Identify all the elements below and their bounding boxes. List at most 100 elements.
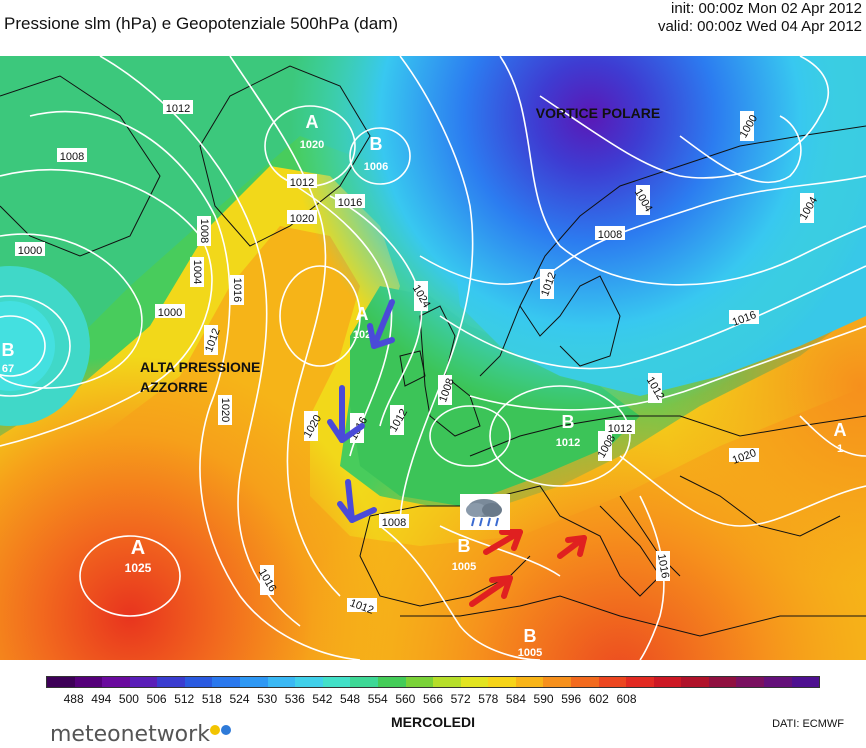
isobar-label: 1008	[437, 375, 457, 405]
isobar-label: 1008	[595, 226, 625, 241]
logo-dots-icon	[210, 722, 232, 740]
isobar-label: 1016	[655, 551, 671, 581]
isobar-label: 1016	[729, 309, 759, 329]
colorbar-tick-label: 548	[340, 692, 361, 706]
svg-text:102: 102	[353, 329, 371, 341]
low-center: B 1006	[364, 134, 388, 173]
isobar-label: 1012	[287, 174, 317, 189]
cold-flow-arrows	[327, 299, 395, 523]
arrow-red-3-icon	[557, 535, 587, 559]
colorbar-swatch	[708, 677, 737, 687]
isobar-label: 1008	[379, 514, 409, 529]
isobar-label: 1012	[163, 100, 193, 115]
colorbar-swatch	[460, 677, 489, 687]
colorbar-tick-label: 566	[422, 692, 444, 706]
colorbar-tick-label: 608	[616, 692, 637, 706]
arrow-blue-2-icon	[327, 385, 365, 443]
svg-text:1016: 1016	[338, 197, 362, 209]
colorbar-swatch	[736, 677, 765, 687]
warm-flow-arrows	[469, 529, 587, 607]
svg-text:1000: 1000	[158, 307, 182, 319]
svg-text:1005: 1005	[518, 647, 542, 659]
colorbar	[46, 676, 820, 688]
brand-logo: meteonetwork	[50, 722, 210, 747]
colorbar-tick-label: 584	[505, 692, 526, 706]
isobar-label: 1012	[605, 420, 635, 435]
svg-text:1: 1	[837, 443, 843, 455]
colorbar-tick-label: 518	[201, 692, 222, 706]
low-center: B 1012	[556, 412, 580, 449]
isobar-label: 1004	[190, 257, 204, 287]
colorbar-tick-label: 590	[533, 692, 554, 706]
isobar-label: 1012	[347, 597, 377, 617]
isobar-label: 1012	[539, 269, 559, 299]
isobar-label: 1008	[57, 148, 87, 163]
svg-text:A: A	[131, 537, 145, 559]
svg-text:1000: 1000	[18, 245, 42, 257]
svg-text:1008: 1008	[598, 229, 622, 241]
svg-text:1012: 1012	[290, 177, 314, 189]
svg-text:1020: 1020	[219, 398, 231, 422]
colorbar-tick-label: 494	[91, 692, 112, 706]
low-center: B 1005	[452, 536, 476, 573]
colorbar-tick-label: 536	[284, 692, 305, 706]
day-label: MERCOLEDI	[391, 714, 475, 730]
svg-text:1012: 1012	[556, 437, 580, 449]
isobar-label: 1000	[155, 304, 185, 319]
colorbar-swatch	[322, 677, 351, 687]
isobar-label: 1016	[230, 275, 244, 305]
init-time: init: 00:00z Mon 02 Apr 2012	[671, 0, 862, 17]
colorbar-tick-label: 596	[561, 692, 582, 706]
colorbar-swatch	[377, 677, 406, 687]
arrow-red-1-icon	[483, 529, 523, 555]
isobar-label: 1016	[335, 194, 365, 209]
colorbar-swatch	[47, 677, 75, 687]
svg-text:1025: 1025	[125, 561, 152, 575]
data-source: DATI: ECMWF	[772, 718, 844, 730]
arrow-red-2-icon	[469, 575, 513, 607]
svg-text:1016: 1016	[231, 278, 243, 302]
low-center: B 67	[2, 340, 15, 375]
colorbar-tick-label: 572	[450, 692, 471, 706]
svg-text:B: B	[524, 626, 537, 646]
colorbar-swatch	[102, 677, 130, 687]
isobar-label: 1008	[197, 216, 211, 246]
chart-title: Pressione slm (hPa) e Geopotenziale 500h…	[4, 14, 399, 33]
svg-text:1020: 1020	[300, 139, 324, 151]
isobar-label: 1020	[218, 395, 232, 425]
colorbar-swatch	[240, 677, 268, 687]
svg-text:A: A	[306, 112, 319, 132]
svg-text:1012: 1012	[608, 423, 632, 435]
colorbar-swatch	[129, 677, 158, 687]
colorbar-tick-label: 602	[588, 692, 609, 706]
isobar-label: 1012	[203, 325, 223, 355]
high-center: A 102	[353, 304, 371, 341]
svg-text:B: B	[370, 134, 383, 154]
colorbar-tick-label: 554	[367, 692, 388, 706]
isobar-label: 1016	[256, 565, 278, 595]
svg-text:1005: 1005	[452, 561, 476, 573]
isobar-label: 1024	[410, 281, 432, 311]
alta-label-line2: AZZORRE	[140, 379, 208, 395]
svg-text:67: 67	[2, 363, 14, 375]
colorbar-swatch	[433, 677, 461, 687]
svg-text:1006: 1006	[364, 161, 388, 173]
colorbar-swatch	[653, 677, 682, 687]
svg-text:B: B	[458, 536, 471, 556]
colorbar-swatch	[570, 677, 599, 687]
colorbar-tick-label: 488	[63, 692, 84, 706]
svg-text:1008: 1008	[382, 517, 406, 529]
svg-text:A: A	[356, 304, 369, 324]
colorbar-tick-label: 578	[478, 692, 499, 706]
svg-text:1016: 1016	[655, 553, 671, 579]
colorbar-swatch	[74, 677, 103, 687]
isobar-label: 1020	[729, 447, 759, 467]
colorbar-swatch	[157, 677, 185, 687]
high-center: A 1025	[125, 537, 152, 575]
colorbar-swatch	[405, 677, 434, 687]
high-center: A 1020	[300, 112, 324, 151]
isobar-label: 1020	[287, 210, 317, 225]
svg-text:1020: 1020	[290, 213, 314, 225]
